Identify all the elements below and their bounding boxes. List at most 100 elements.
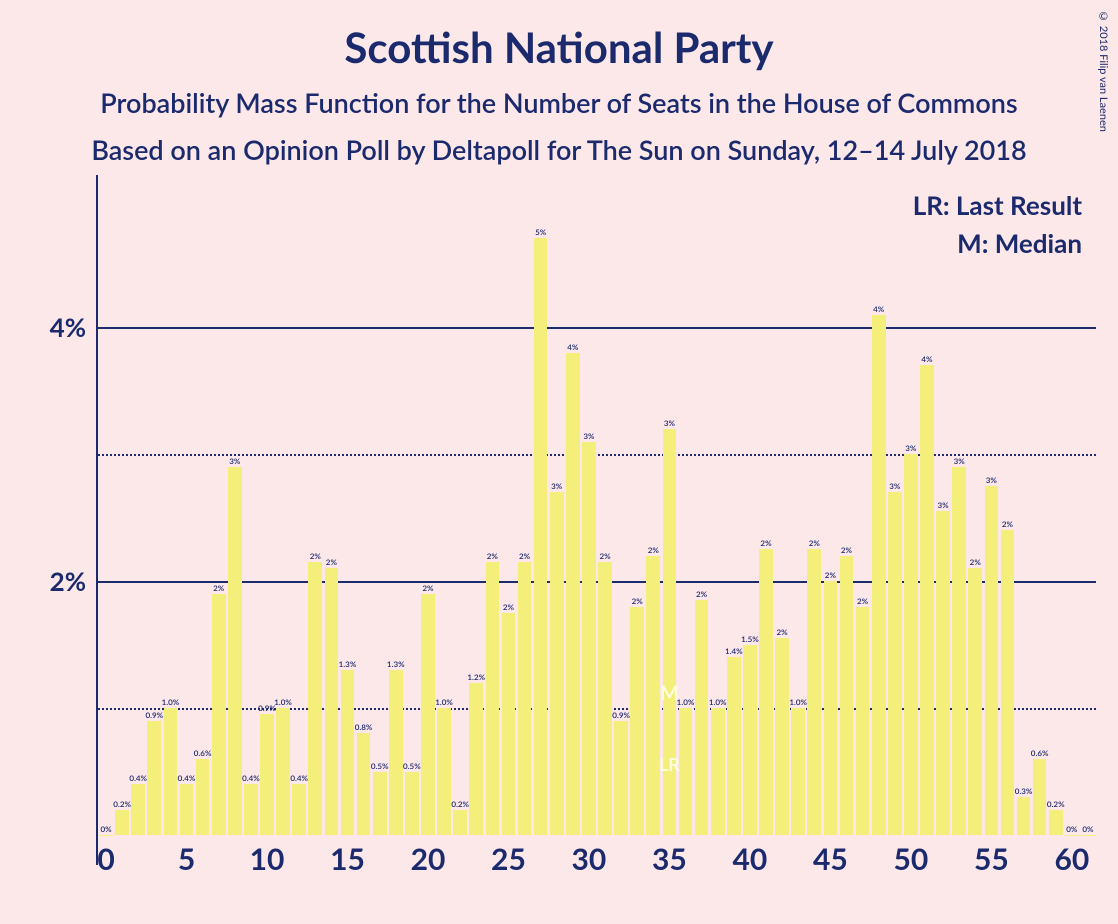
bar: 0.6% xyxy=(1033,759,1047,835)
bar-value-label: 2% xyxy=(1002,519,1013,530)
x-axis-label: 60 xyxy=(1054,841,1089,877)
bar: 3% xyxy=(936,511,950,835)
bar-value-label: 3% xyxy=(937,500,948,511)
bar-value-label: 0.2% xyxy=(113,799,131,810)
bar-value-label: 2% xyxy=(696,589,707,600)
bar: 0.4% xyxy=(244,784,258,835)
bar-value-label: 4% xyxy=(921,354,932,365)
bar: 0.2% xyxy=(115,810,129,835)
bar: 2% xyxy=(646,556,660,835)
bar: 0% xyxy=(99,835,113,836)
bar: 0.9% xyxy=(147,721,161,835)
bar-value-label: 0.5% xyxy=(371,761,389,772)
bar: 2% xyxy=(518,562,532,835)
bar: 1.0% xyxy=(276,708,290,835)
bar: 3% xyxy=(888,492,902,835)
bar-value-label: 0.6% xyxy=(194,748,212,759)
bar-value-label: 2% xyxy=(487,551,498,562)
bar: 1.0% xyxy=(791,708,805,835)
y-axis-label: 2% xyxy=(50,565,86,597)
bar: 1.2% xyxy=(469,683,483,835)
x-axis-label: 10 xyxy=(250,841,285,877)
bar: 3% xyxy=(228,467,242,835)
bar-value-label: 2% xyxy=(599,551,610,562)
bar: 3% xyxy=(663,429,677,835)
bar: 2% xyxy=(759,549,773,835)
bar: 0% xyxy=(1081,835,1095,836)
bar: 0.8% xyxy=(357,733,371,835)
bar: 4% xyxy=(566,353,580,835)
bar-value-label: 3% xyxy=(583,431,594,442)
bar: 0.4% xyxy=(292,784,306,835)
bar: 0.4% xyxy=(131,784,145,835)
bar: 2% xyxy=(598,562,612,835)
bar: 0.5% xyxy=(405,772,419,835)
bar: 2% xyxy=(968,568,982,835)
bar: 3% xyxy=(550,492,564,835)
x-axis-label: 0 xyxy=(97,841,114,877)
bar-value-label: 0% xyxy=(1082,824,1093,835)
x-axis-label: 15 xyxy=(330,841,365,877)
bars-container: 0%0.2%0.4%0.9%1.0%0.4%0.6%2%3%0.4%0.9%1.… xyxy=(98,175,1096,865)
bar-value-label: 2% xyxy=(777,627,788,638)
bar: 2% xyxy=(325,568,339,835)
bar: 2% xyxy=(421,594,435,835)
x-axis-label: 35 xyxy=(652,841,687,877)
chart-title: Scottish National Party xyxy=(0,0,1118,72)
bar-value-label: 0.9% xyxy=(258,703,276,714)
bar: 1.0% xyxy=(164,708,178,835)
chart-subtitle-1: Probability Mass Function for the Number… xyxy=(0,72,1118,119)
chart-subtitle-2: Based on an Opinion Poll by Deltapoll fo… xyxy=(0,119,1118,166)
bar: 3% xyxy=(582,442,596,835)
bar: 2% xyxy=(824,581,838,835)
bar-value-label: 0.4% xyxy=(290,773,308,784)
bar: 1.3% xyxy=(341,670,355,835)
x-axis-label: 30 xyxy=(572,841,607,877)
bar-value-label: 2% xyxy=(503,602,514,613)
bar-value-label: 3% xyxy=(986,475,997,486)
bar-value-label: 2% xyxy=(326,557,337,568)
bar: 2% xyxy=(308,562,322,835)
x-axis-label: 45 xyxy=(813,841,848,877)
bar: 0.9% xyxy=(614,721,628,835)
bar: 2% xyxy=(807,549,821,835)
bar-value-label: 3% xyxy=(229,456,240,467)
bar-value-label: 3% xyxy=(954,456,965,467)
bar: 0.6% xyxy=(196,759,210,835)
bar: 4% xyxy=(872,315,886,835)
bar-value-label: 3% xyxy=(664,418,675,429)
bar-value-label: 0.4% xyxy=(178,773,196,784)
bar-value-label: 4% xyxy=(873,304,884,315)
bar: 0.4% xyxy=(180,784,194,835)
bar: 2% xyxy=(212,594,226,835)
bar-value-label: 0.6% xyxy=(1031,748,1049,759)
bar: 2% xyxy=(775,638,789,835)
bar: 1.5% xyxy=(743,645,757,835)
bar-value-label: 2% xyxy=(809,538,820,549)
bar-value-label: 2% xyxy=(841,545,852,556)
bar-value-label: 2% xyxy=(310,551,321,562)
bar-value-label: 2% xyxy=(648,545,659,556)
bar: 2% xyxy=(840,556,854,835)
bar-value-label: 2% xyxy=(760,538,771,549)
bar: 0.9% xyxy=(260,714,274,835)
chart-plot-area: 2%4% LR: Last Result M: Median 0%0.2%0.4… xyxy=(96,175,1096,865)
bar-value-label: 0.9% xyxy=(612,710,630,721)
bar-value-label: 0.8% xyxy=(355,722,373,733)
bar-value-label: 0.9% xyxy=(145,710,163,721)
bar: 1.3% xyxy=(389,670,403,835)
bar-value-label: 3% xyxy=(551,481,562,492)
x-axis-label: 40 xyxy=(733,841,768,877)
bar-value-label: 1.2% xyxy=(467,672,485,683)
bar-value-label: 2% xyxy=(825,570,836,581)
bar-value-label: 1.4% xyxy=(725,646,743,657)
bar-value-label: 1.5% xyxy=(741,634,759,645)
bar-value-label: 0.2% xyxy=(451,799,469,810)
bar: 0.5% xyxy=(373,772,387,835)
bar-value-label: 1.0% xyxy=(435,697,453,708)
bar-value-label: 1.3% xyxy=(387,659,405,670)
bar-value-label: 0% xyxy=(1066,824,1077,835)
bar-value-label: 3% xyxy=(905,443,916,454)
bar-value-label: 1.0% xyxy=(677,697,695,708)
bar-value-label: 2% xyxy=(213,583,224,594)
